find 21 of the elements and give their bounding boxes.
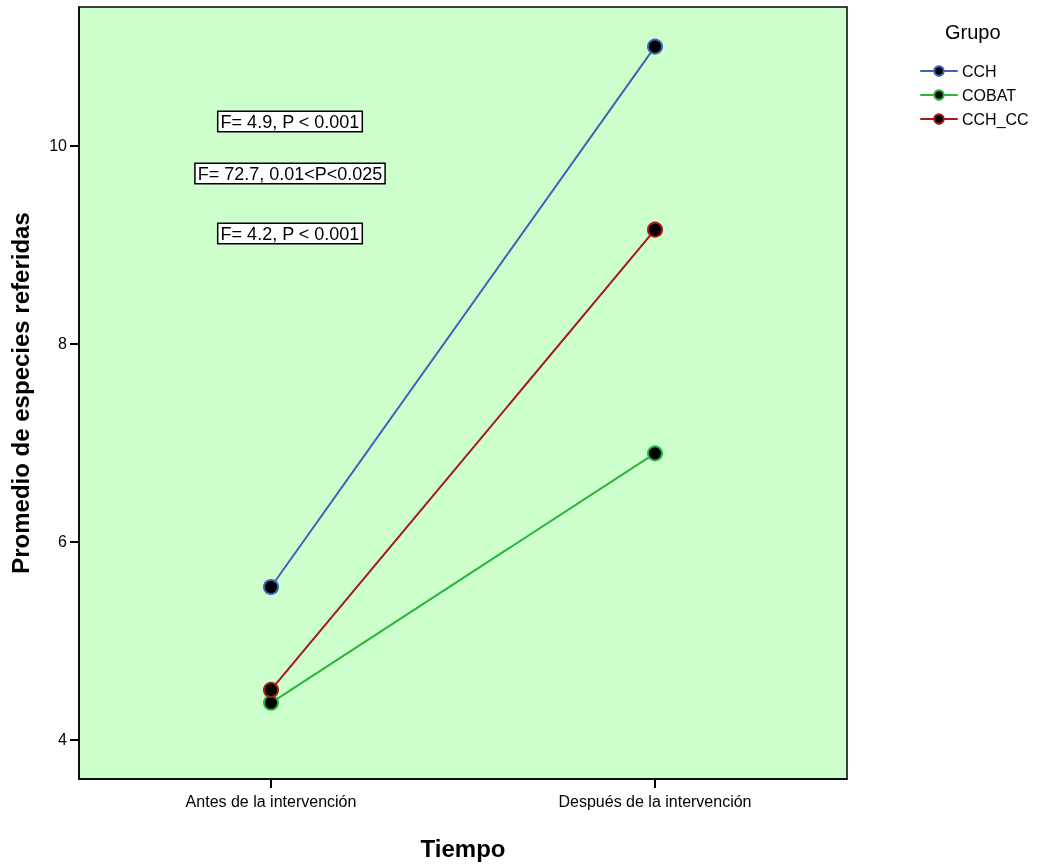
annotation: F= 72.7, 0.01<P<0.025 [197,164,383,184]
x-tick-label: Después de la intervención [558,792,752,810]
y-tick-label: 8 [58,335,68,353]
legend-label: CCH_CC [962,110,1029,129]
point [647,38,663,55]
legend-label: COBAT [962,86,1017,104]
y-axis-title: Promedio de especies referidas [6,212,34,574]
point [263,578,279,595]
y-tick-label: 4 [58,730,68,748]
x-axis-title: Tiempo [420,834,506,862]
y-tick-label: 6 [58,532,68,550]
point [263,694,279,711]
point [263,681,279,698]
legend-title: Grupo [945,21,1001,43]
x-tick-label: Antes de la intervención [185,792,357,810]
y-tick-label: 10 [49,137,68,155]
point [647,445,663,462]
annotation: F= 4.9, P < 0.001 [220,112,360,132]
point [647,221,663,238]
legend-label: CCH [962,62,997,80]
annotation: F= 4.2, P < 0.001 [220,224,360,244]
